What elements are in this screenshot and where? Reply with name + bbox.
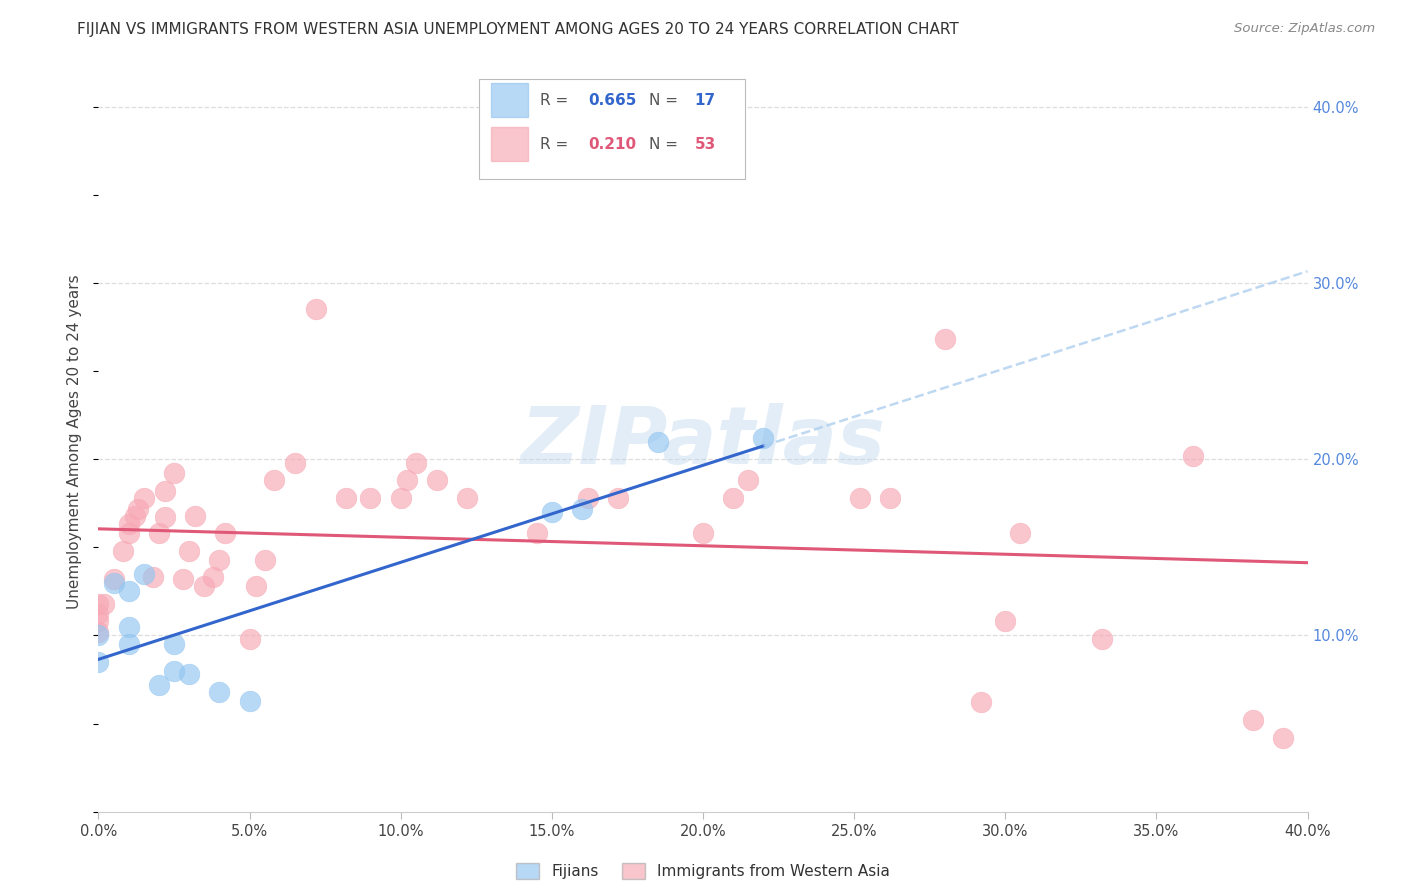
- Point: [103, 575, 125, 590]
- Point: [179, 544, 201, 558]
- Point: [208, 685, 231, 699]
- Text: 0.665: 0.665: [588, 93, 637, 108]
- Point: [87, 597, 110, 611]
- FancyBboxPatch shape: [492, 128, 527, 161]
- Point: [163, 637, 186, 651]
- Point: [263, 473, 285, 487]
- Point: [142, 570, 165, 584]
- Point: [118, 637, 141, 651]
- Point: [1091, 632, 1114, 646]
- Point: [607, 491, 630, 505]
- Point: [87, 615, 110, 629]
- Point: [752, 431, 775, 445]
- Point: [87, 607, 110, 622]
- Point: [124, 508, 146, 523]
- Point: [87, 655, 110, 669]
- Point: [93, 597, 115, 611]
- Point: [163, 664, 186, 678]
- Point: [193, 579, 215, 593]
- Point: [87, 628, 110, 642]
- Y-axis label: Unemployment Among Ages 20 to 24 years: Unemployment Among Ages 20 to 24 years: [67, 274, 83, 609]
- Point: [526, 526, 548, 541]
- Text: N =: N =: [648, 136, 682, 152]
- FancyBboxPatch shape: [479, 78, 745, 178]
- Point: [245, 579, 267, 593]
- Point: [335, 491, 357, 505]
- Point: [1010, 526, 1032, 541]
- Point: [239, 632, 262, 646]
- FancyBboxPatch shape: [492, 84, 527, 117]
- Point: [692, 526, 714, 541]
- Point: [239, 694, 262, 708]
- Point: [132, 491, 155, 505]
- Point: [849, 491, 872, 505]
- Point: [647, 434, 669, 449]
- Text: 53: 53: [695, 136, 716, 152]
- Point: [111, 544, 134, 558]
- Point: [127, 501, 149, 516]
- Text: R =: R =: [540, 136, 572, 152]
- Point: [723, 491, 745, 505]
- Point: [184, 508, 207, 523]
- Point: [395, 473, 418, 487]
- Point: [214, 526, 236, 541]
- Point: [118, 619, 141, 633]
- Text: N =: N =: [648, 93, 682, 108]
- Text: FIJIAN VS IMMIGRANTS FROM WESTERN ASIA UNEMPLOYMENT AMONG AGES 20 TO 24 YEARS CO: FIJIAN VS IMMIGRANTS FROM WESTERN ASIA U…: [77, 22, 959, 37]
- Point: [163, 467, 186, 481]
- Legend: Fijians, Immigrants from Western Asia: Fijians, Immigrants from Western Asia: [510, 857, 896, 886]
- Point: [202, 570, 225, 584]
- Text: R =: R =: [540, 93, 572, 108]
- Point: [879, 491, 901, 505]
- Point: [360, 491, 382, 505]
- Point: [153, 483, 176, 498]
- Point: [148, 678, 170, 692]
- Point: [284, 456, 307, 470]
- Text: 0.210: 0.210: [588, 136, 637, 152]
- Point: [571, 501, 593, 516]
- Point: [426, 473, 449, 487]
- Point: [576, 491, 599, 505]
- Point: [934, 332, 956, 346]
- Point: [118, 584, 141, 599]
- Point: [540, 505, 562, 519]
- Point: [405, 456, 427, 470]
- Point: [994, 615, 1017, 629]
- Point: [253, 552, 276, 566]
- Point: [456, 491, 478, 505]
- Point: [172, 572, 194, 586]
- Point: [1241, 713, 1264, 727]
- Text: 17: 17: [695, 93, 716, 108]
- Point: [305, 302, 328, 317]
- Point: [737, 473, 759, 487]
- Point: [970, 695, 993, 709]
- Point: [389, 491, 412, 505]
- Point: [118, 517, 141, 532]
- Text: ZIPatlas: ZIPatlas: [520, 402, 886, 481]
- Point: [1181, 449, 1204, 463]
- Point: [148, 526, 170, 541]
- Point: [208, 552, 231, 566]
- Text: Source: ZipAtlas.com: Source: ZipAtlas.com: [1234, 22, 1375, 36]
- Point: [1272, 731, 1295, 745]
- Point: [132, 566, 155, 581]
- Point: [87, 624, 110, 639]
- Point: [103, 572, 125, 586]
- Point: [153, 510, 176, 524]
- Point: [179, 667, 201, 681]
- Point: [118, 526, 141, 541]
